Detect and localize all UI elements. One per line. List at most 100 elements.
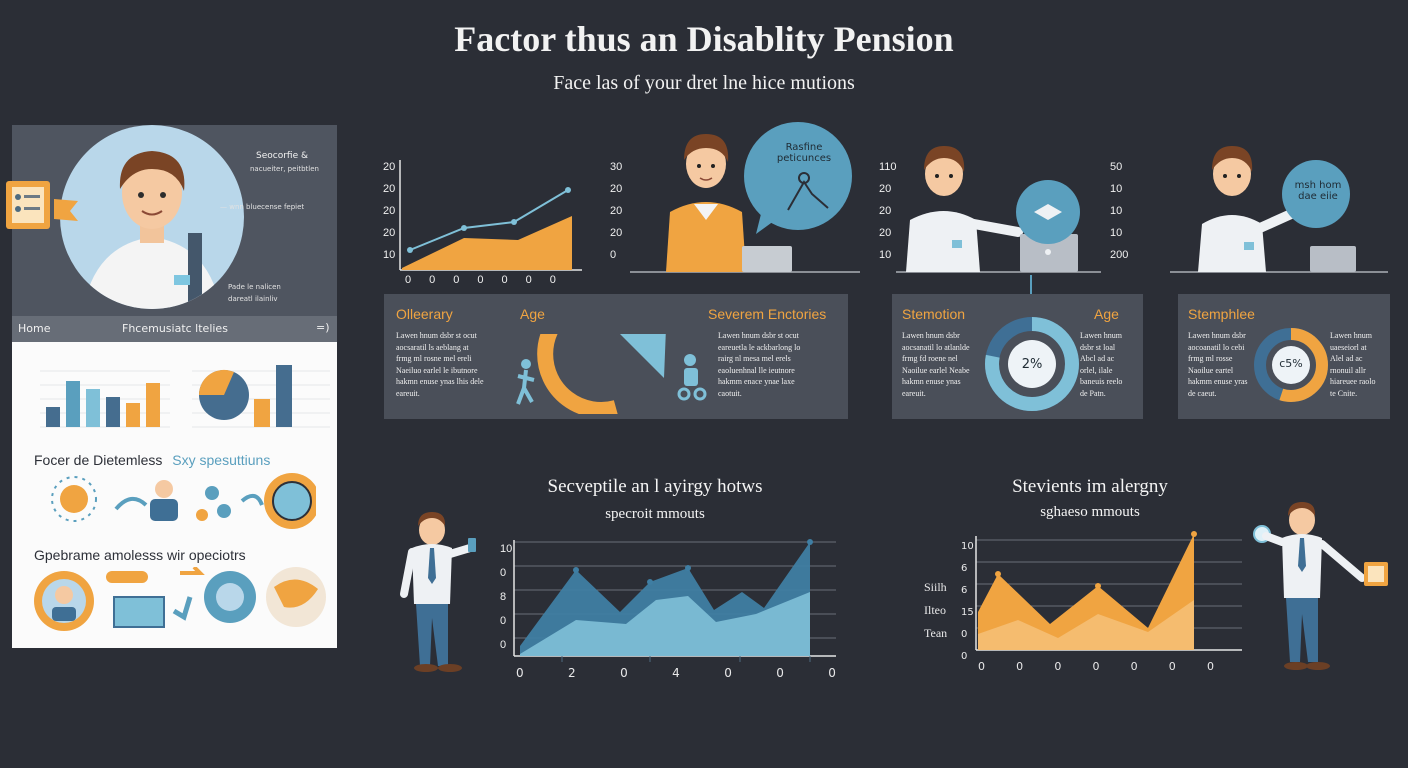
text-line: hakmn enuse ynas lhis dele [396,377,484,386]
text-line: de caeut. [1188,388,1217,398]
top-line-chart [399,160,582,271]
text-line: Lawen hnum dsbr [1188,331,1246,340]
donut-2-value-arc [1254,328,1328,402]
x-tick: 0 [516,666,524,680]
y-tick: 10 [879,249,892,261]
profile-header: Seocorfie & nacueiter, peitbtlen — wnn b… [6,125,337,316]
y-tick: 0 [961,651,968,662]
top-illustration-2-axis: 30 20 20 20 0 [610,156,622,266]
x-tick: 0 [828,666,836,680]
y-tick: 20 [383,161,396,173]
text-line: hakmm enuse yras [1188,377,1248,386]
businessman-phone-illustration [400,512,476,672]
page-title: Factor thus an Disablity Pension [454,19,954,59]
y-tick: 20 [383,183,396,195]
text-line: aocsanatil lo atlanlde [902,342,970,352]
nav-home-link[interactable]: Home [18,322,51,335]
x-tick: 0 [978,660,985,673]
info-card-stemotion: Stemotion Age Lawen hnum dsbr aocsanatil… [892,294,1143,419]
mini-bar-chart-2 [192,365,330,428]
y-tick: 50 [1110,161,1123,173]
bubble-text: msh hom [1294,180,1342,191]
card-text-right: Lawen hnum dsbr st ocut eareuetla le ack… [718,330,800,399]
y-tick: 10 [961,541,974,552]
donut-chart-2 [1254,328,1328,402]
y-tick: 20 [383,227,396,239]
card-text-right: Lawen hnum dsbr st loal Abcl ad ac orlel… [1080,330,1122,399]
bottom-right-side-labels: Siilh Ilteo Tean [924,576,947,645]
y-tick: 30 [610,161,623,173]
y-tick: 0 [961,629,968,640]
x-tick: 0 [549,274,556,286]
y-tick: 15 [961,607,974,618]
top-chart-1-y-axis: 20 20 20 20 10 [383,156,395,266]
text-line: de Patn. [1080,388,1106,398]
card-heading: Stemotion [902,306,966,322]
bottom-left-title: Secveptile an l ayirgy hotws [547,476,763,497]
x-tick: 0 [501,274,508,286]
left-section-2-title: Gpebrame amolesss wir opeciotrs [34,547,246,563]
profile-note: Pade le nalicen [228,283,281,291]
donut-2-label: c5% [1279,357,1303,370]
x-tick: 0 [405,274,412,286]
y-tick: 10 [383,249,396,261]
text-line: rnonuil allr [1330,365,1366,375]
x-tick: 4 [672,666,680,680]
y-tick: 0 [500,567,507,579]
card-heading: Olleerary [396,306,453,322]
side-label: Ilteo [924,603,946,617]
x-tick: 0 [477,274,484,286]
text-line: hakmm enace ynae laxe [718,377,795,386]
bottom-right-x-axis: 0 0 0 0 0 0 0 [978,660,1214,673]
x-tick: 0 [1092,660,1100,673]
text-line: Lawen hnum dsbr st ocut [396,331,477,340]
x-tick: 0 [525,274,532,286]
y-tick: 20 [879,227,892,239]
y-tick: 200 [1110,249,1129,261]
y-tick: 110 [879,161,897,173]
card-text-left: Lawen hnum dsbr aocsanatil lo atlanlde f… [902,330,970,399]
donut-chart-1 [985,317,1079,411]
donut-1-label: 2% [1021,357,1043,372]
x-tick: 0 [1054,660,1062,673]
card-text-right: Lawen hnum uaeseiorl at Alel ad ac rnonu… [1330,330,1376,399]
text-line: frmg ml rosse [1188,354,1233,363]
process-icons-row [51,473,316,529]
bottom-right-area-chart [975,531,1242,651]
text-line: eareuit. [902,388,926,398]
text-line: eaoluenhnal lle ieutnore [718,365,795,375]
y-tick: 0 [610,249,617,261]
left-panel: Seocorfie & nacueiter, peitbtlen — wnn b… [6,125,337,648]
y-tick: 10 [1110,183,1123,195]
x-tick: 0 [1206,660,1214,673]
top-illustration-3-axis: 110 20 20 20 10 [879,156,897,266]
profile-heading: Seocorfie & [256,151,308,161]
nav-next-button[interactable]: =) [316,321,330,334]
profile-portrait [60,125,244,309]
x-tick: 0 [1168,660,1176,673]
text-line: uaeseiorl at [1330,342,1367,352]
bottom-right-title: Stevients im alergny [1012,476,1168,497]
card-heading-right: Severem Enctories [708,306,827,322]
page-subtitle: Face las of your dret lne hice mutions [553,72,855,94]
person-pointing-illustration [896,146,1101,300]
y-tick: 0 [500,639,507,651]
text-line: frmg fd roene nel [902,354,958,363]
bottom-left-x-axis: 0 2 0 4 0 0 0 [516,666,836,680]
x-tick: 0 [776,666,784,680]
profile-label: — wnn bluecense fepiet [220,203,305,211]
speech-bubble-1: Rasfine peticunces [772,142,836,164]
y-tick: 10 [1110,227,1123,239]
left-section-1-text: Focer de Dietemless [34,452,163,468]
text-line: eareuetla le ackbarlong lo [718,342,801,352]
text-line: hakmn enuse ynas [902,377,961,386]
card-heading: Stemphlee [1188,306,1255,322]
service-icons-row [34,567,326,631]
wheelchair-icon [677,354,707,401]
businessman-presenting-illustration [1253,502,1388,670]
y-tick: 6 [961,563,968,574]
bubble-text: peticunces [776,153,832,164]
card-text-left: Lawen hnum dsbr st ocut aocsaratil ls ae… [396,330,484,399]
text-line: orlel, ilale [1080,365,1113,375]
text-line: Abcl ad ac [1080,354,1115,363]
